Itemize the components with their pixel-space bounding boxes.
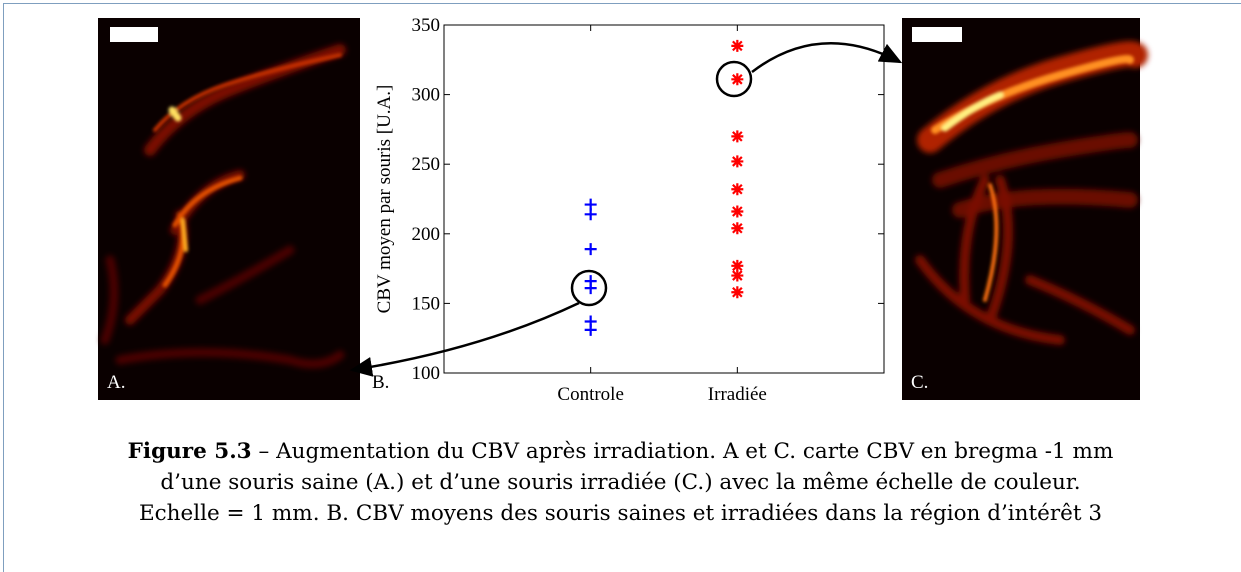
point [584,282,597,295]
point [584,323,597,336]
y-tick-label: 350 [412,15,441,36]
y-tick-label: 100 [412,363,441,384]
x-tick-label: Irradiée [708,384,767,405]
point [731,269,744,282]
point [731,286,744,299]
axes-box [443,24,885,374]
point [731,155,744,168]
x-tick-label: Controle [557,384,624,405]
annotations [349,42,903,377]
figure: A. B. C. CBV moyen par souris [U.A.] 100… [98,15,1148,405]
y-axis-label: CBV moyen par souris [U.A.] [374,85,395,314]
point [584,208,597,221]
point [584,243,597,256]
caption: Figure 5.3 – Augmentation du CBV après i… [0,436,1241,529]
point [731,39,744,52]
image-c [902,18,1148,400]
panel-label: C. [911,372,928,393]
point [731,183,744,196]
plot: 100 150 200 250 300 350 Controle Irradiée [412,15,884,405]
y-tick-label: 300 [412,85,441,106]
point [731,205,744,218]
y-tick-label: 200 [412,224,441,245]
caption-text: – Augmentation du CBV après irradiation.… [258,439,1114,464]
caption-line: d’une souris saine (A.) et d’une souris … [160,470,1081,495]
caption-label: Figure 5.3 [127,439,252,464]
y-tick-label: 150 [412,293,441,314]
panel-label: B. [372,372,389,393]
image-a [98,18,360,400]
y-tick-label: 250 [412,154,441,175]
point [731,259,744,272]
point [731,222,744,235]
point [731,130,744,143]
caption-line: Figure 5.3 – Augmentation du CBV après i… [0,436,1241,467]
point [731,73,744,86]
panel-label: A. [107,372,125,393]
caption-line: Echelle = 1 mm. B. CBV moyens des souris… [138,501,1103,526]
frame [3,3,1241,572]
